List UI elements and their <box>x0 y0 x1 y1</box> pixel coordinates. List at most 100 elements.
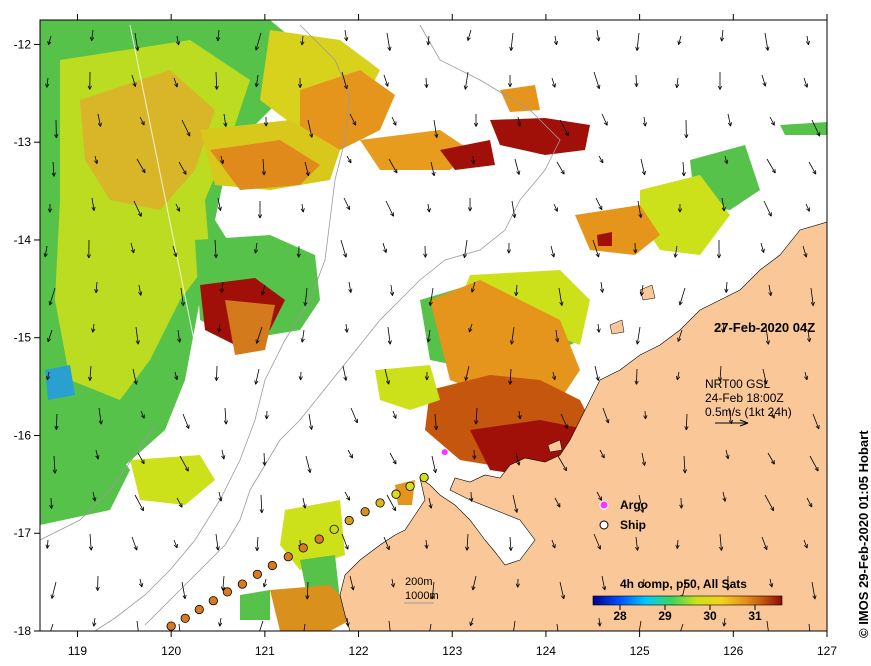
current-vector <box>511 326 515 345</box>
current-vector-head <box>390 212 394 217</box>
current-vector <box>592 239 600 258</box>
ship-observation <box>194 604 204 615</box>
current-vector-head <box>141 168 146 174</box>
current-vector <box>468 323 473 333</box>
current-vector <box>719 533 722 551</box>
current-vector-head <box>559 301 564 306</box>
current-vector-head <box>770 121 775 126</box>
current-vector-head <box>812 595 817 600</box>
current-vector <box>346 617 349 627</box>
current-vector-head <box>679 504 684 509</box>
current-vector-head <box>509 340 515 345</box>
x-tick-label: 119 <box>68 644 87 658</box>
current-vector-head <box>137 631 140 635</box>
y-tick-label: -15 <box>14 331 32 345</box>
current-vector-head <box>253 249 259 254</box>
current-vector-head <box>389 291 395 296</box>
current-vector-head <box>95 455 100 460</box>
current-vector <box>93 617 96 627</box>
current-vector <box>635 536 638 551</box>
current-vector-head <box>814 466 819 472</box>
current-vector-head <box>512 213 517 218</box>
current-vector <box>802 245 807 258</box>
current-vector <box>556 623 559 631</box>
current-vector <box>46 539 49 549</box>
ship-observation <box>208 596 218 606</box>
current-vector <box>724 155 728 164</box>
current-vector-head <box>470 288 475 293</box>
current-vector <box>97 113 101 127</box>
current-vector <box>215 533 219 551</box>
current-vector <box>431 581 435 600</box>
current-vector-head <box>596 328 601 333</box>
current-vector <box>262 158 265 176</box>
current-vector <box>643 116 646 127</box>
current-vector-head <box>257 214 263 219</box>
colorbar-tick-label: 31 <box>748 609 762 623</box>
current-vector <box>808 161 817 175</box>
current-vector-head <box>349 454 353 459</box>
current-vector-head <box>804 83 809 88</box>
current-vector <box>682 161 685 177</box>
current-vector <box>677 329 683 342</box>
current-vector <box>811 119 821 137</box>
current-vector <box>803 77 808 88</box>
sst-green-s2 <box>240 590 270 620</box>
current-vector-head <box>551 253 556 258</box>
current-vector-head <box>427 636 430 640</box>
current-vector <box>514 158 520 175</box>
current-vector-head <box>137 212 142 217</box>
current-vector <box>217 29 220 41</box>
ship-observation <box>344 515 354 526</box>
current-vector-head <box>259 509 264 514</box>
current-vector <box>53 455 56 474</box>
current-vector <box>472 575 477 591</box>
current-vector-head <box>223 122 228 127</box>
current-vector <box>382 242 387 253</box>
current-vector-head <box>717 85 723 90</box>
current-vector <box>255 242 258 254</box>
current-vector-head <box>140 459 145 465</box>
current-vector <box>388 620 391 631</box>
current-vector-head <box>767 632 770 636</box>
current-vector-head <box>725 586 730 591</box>
colorbar-ticks: 28 29 30 31 <box>613 605 762 623</box>
current-vector-head <box>426 338 431 343</box>
ship-observation <box>314 534 324 544</box>
current-vector <box>179 455 189 472</box>
current-vector-head <box>133 546 138 551</box>
sst-yellow-ne <box>640 175 730 255</box>
sst-orange-13b <box>360 130 470 170</box>
ship-observation <box>419 472 429 483</box>
current-vector <box>683 455 686 474</box>
sst-yellow-s <box>280 500 345 570</box>
x-tick-label: 127 <box>817 644 837 658</box>
current-vector <box>636 32 640 51</box>
current-vector <box>391 578 394 588</box>
current-vector <box>176 497 183 508</box>
current-vector-head <box>262 461 267 466</box>
current-vector-head <box>346 205 351 210</box>
bathymetry-contours <box>40 24 561 631</box>
current-vector-head <box>343 253 348 258</box>
current-vector-head <box>677 208 683 213</box>
ship-observation <box>405 481 415 491</box>
current-vector <box>341 71 348 89</box>
land-island-3 <box>547 439 563 453</box>
current-vector-head <box>765 340 770 345</box>
current-vector-head <box>516 170 521 175</box>
current-vector <box>348 281 352 293</box>
x-tick-label: 126 <box>723 644 743 658</box>
current-vector <box>805 203 810 212</box>
current-vector <box>215 71 218 90</box>
current-vector-head <box>307 468 312 473</box>
current-vector-head <box>220 586 226 591</box>
current-vector <box>344 491 350 501</box>
current-vector-head <box>805 40 811 46</box>
current-vector-head <box>641 461 646 466</box>
current-vector-head <box>347 158 352 164</box>
current-vector <box>425 539 428 549</box>
y-tick-label: -14 <box>14 233 32 247</box>
contour-1000m <box>94 24 351 631</box>
current-vector <box>387 326 391 345</box>
